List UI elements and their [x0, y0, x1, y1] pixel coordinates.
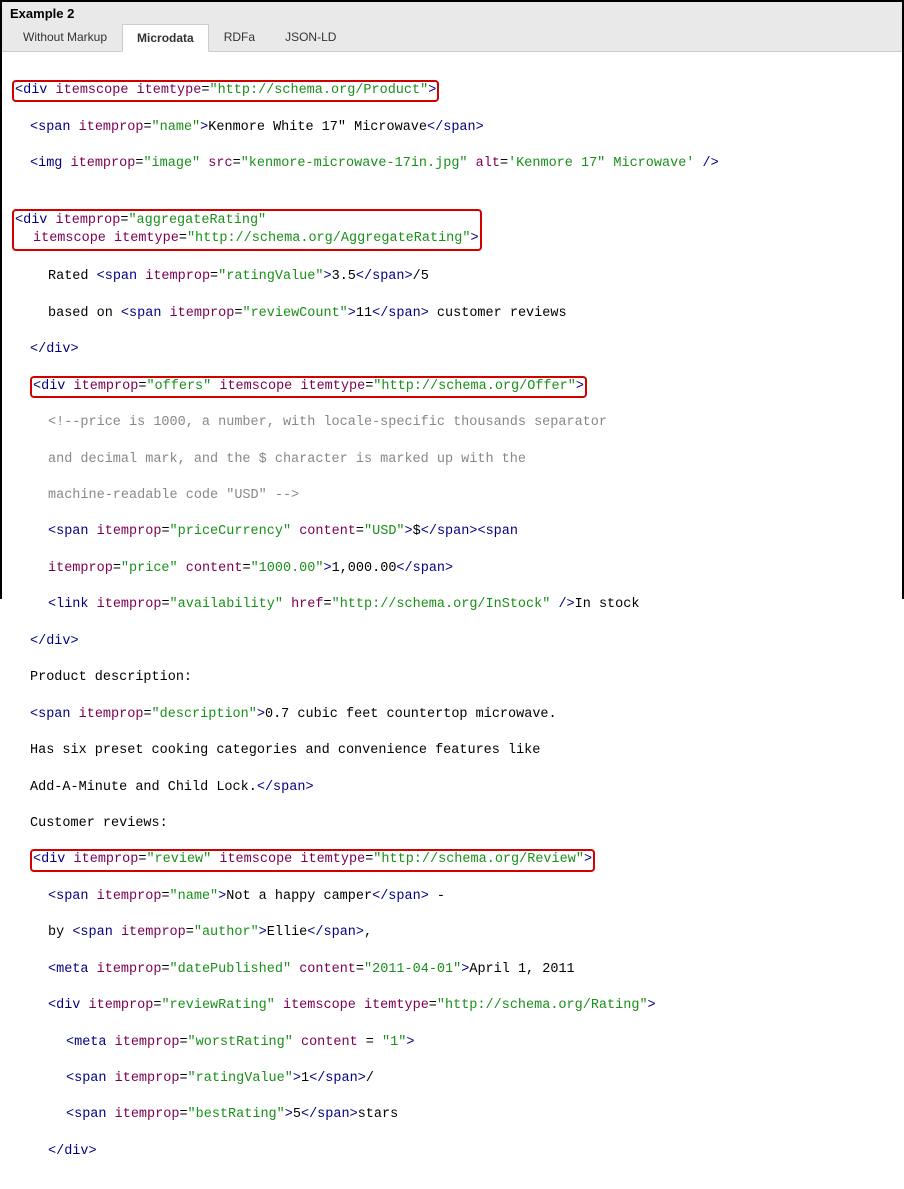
tab-without-markup[interactable]: Without Markup: [8, 23, 122, 51]
highlight-offers: <div itemprop="offers" itemscope itemtyp…: [30, 376, 587, 398]
tab-microdata[interactable]: Microdata: [122, 24, 209, 52]
highlight-aggregate-rating: <div itemprop="aggregateRating" itemscop…: [12, 209, 482, 251]
window-title: Example 2: [2, 2, 902, 23]
window-header: Example 2 Without Markup Microdata RDFa …: [2, 2, 902, 52]
tab-json-ld[interactable]: JSON-LD: [270, 23, 351, 51]
highlight-review: <div itemprop="review" itemscope itemtyp…: [30, 849, 595, 871]
tab-bar: Without Markup Microdata RDFa JSON-LD: [2, 23, 902, 51]
tab-rdfa[interactable]: RDFa: [209, 23, 270, 51]
highlight-product-div: <div itemscope itemtype="http://schema.o…: [12, 80, 439, 102]
code-block: <div itemscope itemtype="http://schema.o…: [2, 52, 902, 1189]
